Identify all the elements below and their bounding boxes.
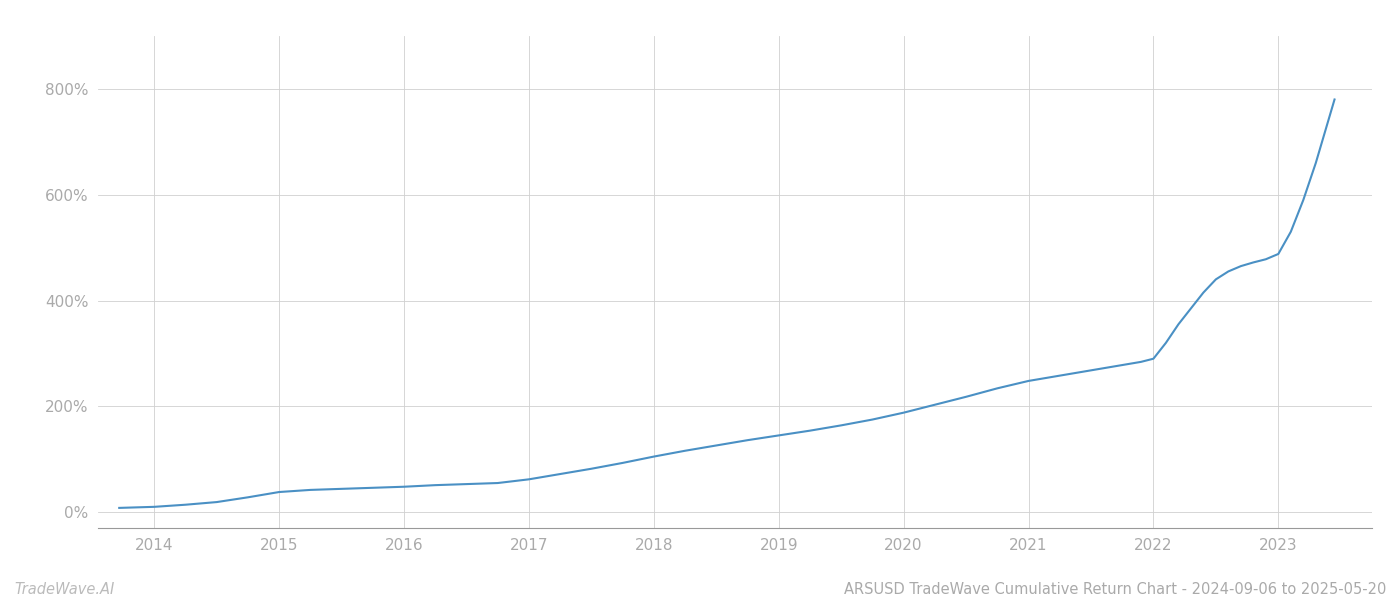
Text: TradeWave.AI: TradeWave.AI [14,582,115,597]
Text: ARSUSD TradeWave Cumulative Return Chart - 2024-09-06 to 2025-05-20: ARSUSD TradeWave Cumulative Return Chart… [844,582,1386,597]
